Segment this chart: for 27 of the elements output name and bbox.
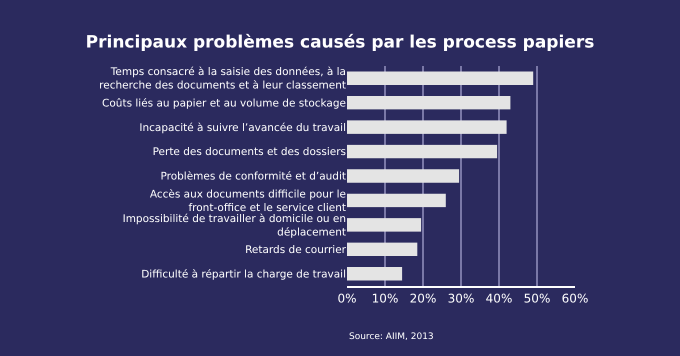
bar <box>347 72 534 85</box>
y-tick-label: Incapacité à suivre l’avancée du travail <box>139 122 346 134</box>
x-tick-label: 10% <box>372 291 398 306</box>
y-tick-label: Temps consacré à la saisie des données, à la recherche des documents et à leur classement <box>99 66 346 92</box>
y-tick-label: Coûts liés au papier et au volume de stockage <box>102 97 346 110</box>
x-tick-label: 40% <box>486 291 512 306</box>
x-tick-label: 50% <box>524 291 550 306</box>
y-tick-label: Impossibilité de travailler à domicile ou en déplacement <box>122 212 346 238</box>
bar <box>347 144 498 158</box>
x-tick-label: 0% <box>337 291 357 306</box>
source-note: Source: AIIM, 2013 <box>349 332 434 342</box>
bar <box>347 169 460 183</box>
x-tick-label: 20% <box>410 291 436 306</box>
bar <box>347 267 402 280</box>
bar <box>347 120 507 134</box>
y-tick-label: Retards de courrier <box>245 244 347 256</box>
y-tick-label: Accès aux documents difficile pour le front-office et le service client <box>150 188 346 214</box>
x-tick-label: 30% <box>448 291 474 306</box>
bar <box>347 218 422 232</box>
chart-title: Principaux problèmes causés par les process papiers <box>86 32 594 52</box>
y-tick-label: Perte des documents et des dossiers <box>152 146 346 158</box>
y-tick-label: Problèmes de conformité et d’audit <box>160 170 346 183</box>
x-tick-label: 60% <box>562 291 588 306</box>
bar <box>347 242 418 256</box>
bar <box>347 96 510 110</box>
y-tick-label: Difficulté à répartir la charge de travail <box>141 268 346 280</box>
bar <box>347 194 446 208</box>
